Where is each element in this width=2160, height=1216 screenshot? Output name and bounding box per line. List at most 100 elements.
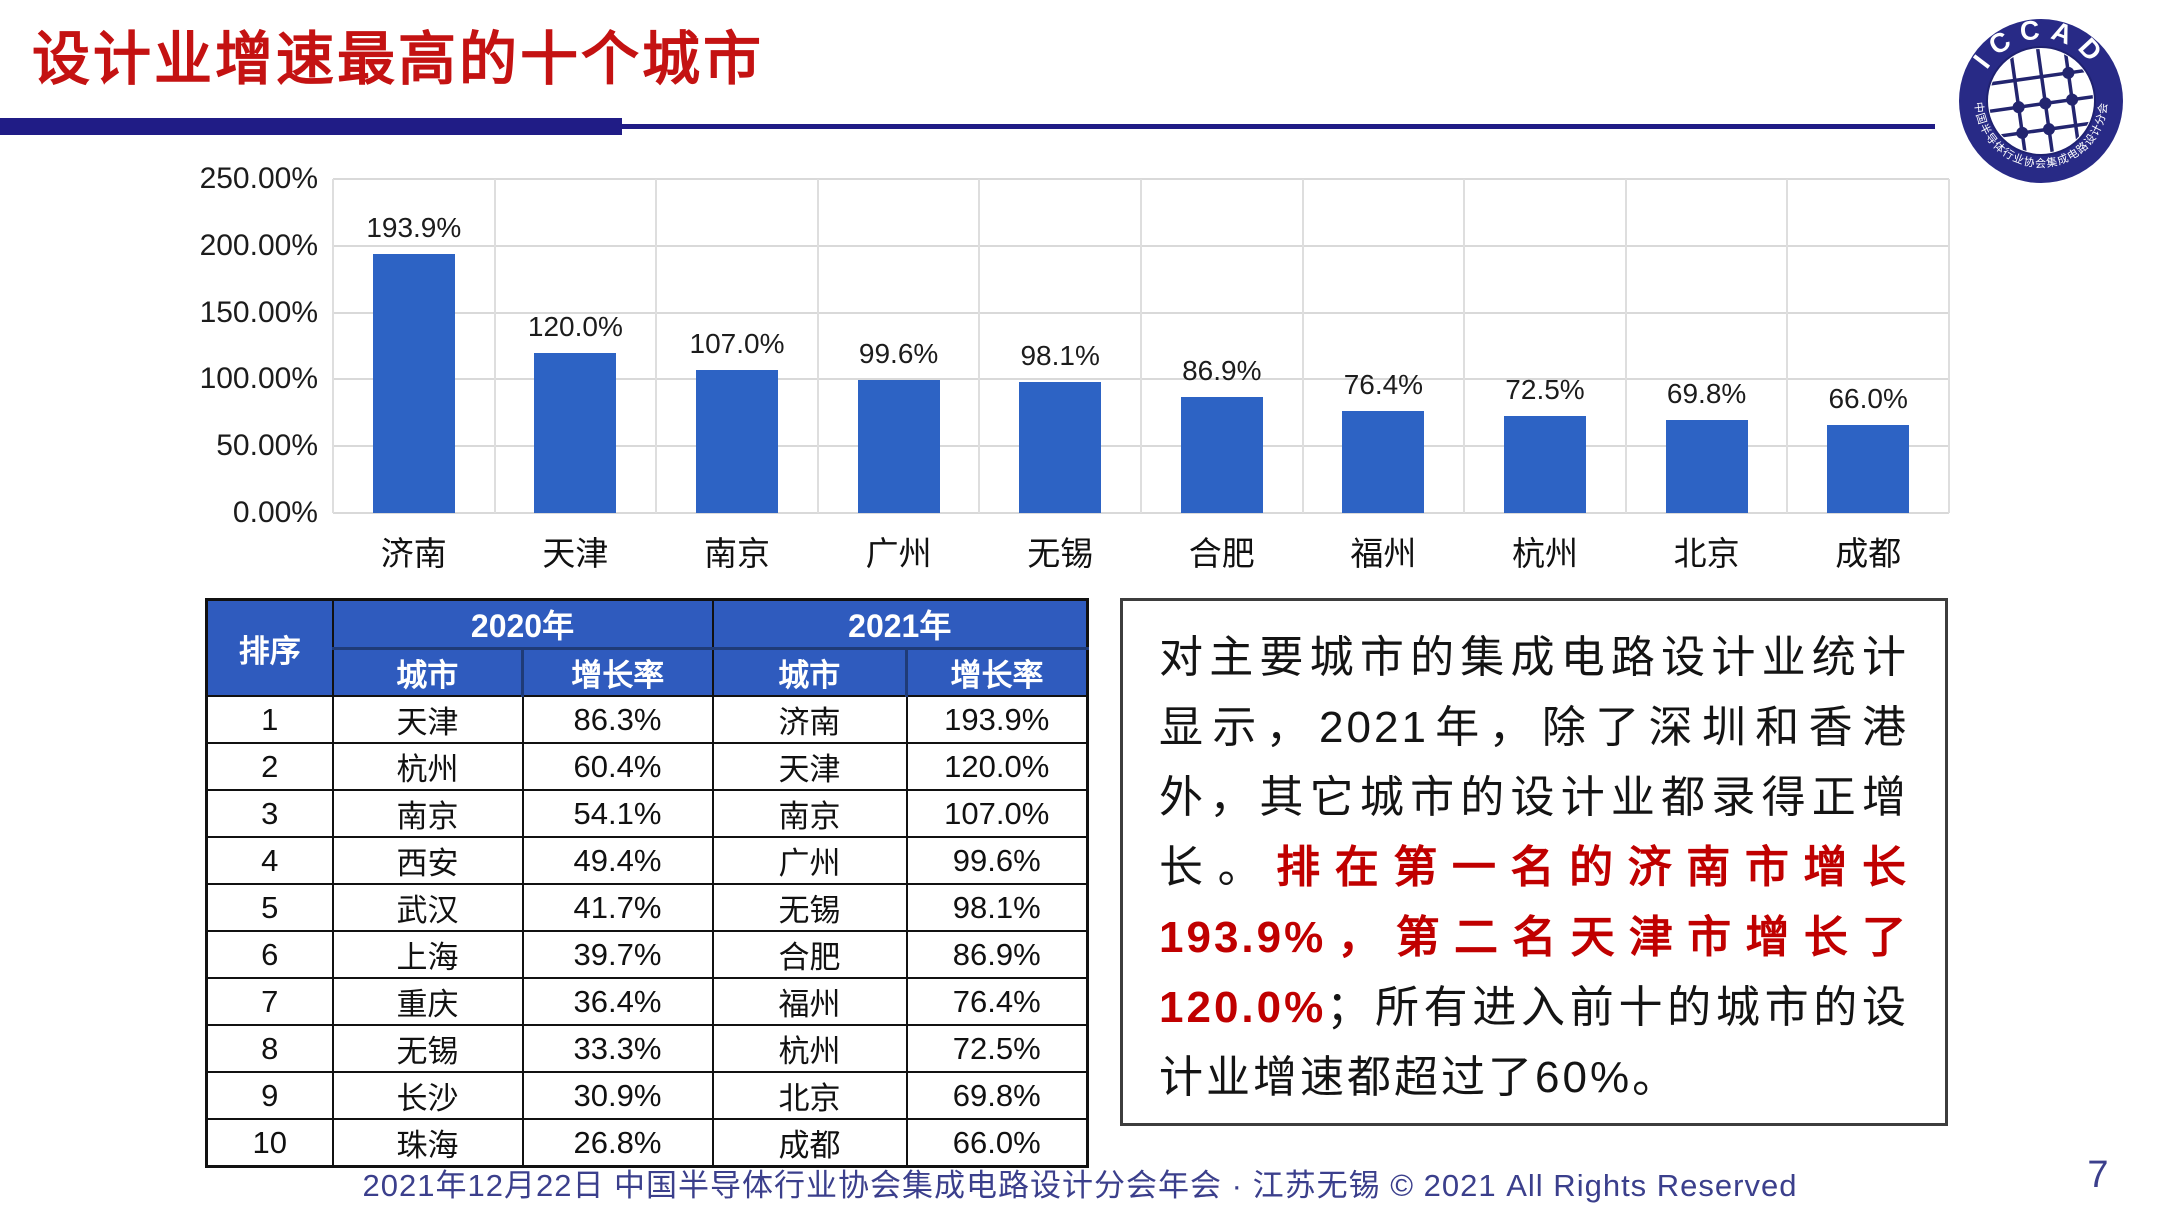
cell-rate-2020: 49.4% (521, 836, 714, 885)
cell-city-2020: 珠海 (331, 1118, 524, 1168)
chart-bar-成都 (1827, 425, 1910, 513)
cell-city-2021: 合肥 (711, 930, 908, 979)
cell-city-2021: 天津 (711, 742, 908, 791)
y-axis-tick-label: 200.00% (199, 228, 318, 262)
cell-rate-2020: 41.7% (521, 883, 714, 932)
y-axis-tick-label: 150.00% (199, 295, 318, 329)
bar-value-label: 120.0% (527, 311, 623, 342)
cell-rank: 10 (205, 1118, 334, 1168)
cell-city-2021: 广州 (711, 836, 908, 885)
cell-city-2020: 无锡 (331, 1024, 524, 1073)
cell-city-2021: 北京 (711, 1071, 908, 1120)
table-row: 3 南京 54.1% 南京 107.0% (205, 789, 1089, 838)
chart-bar-天津 (534, 353, 617, 513)
chart-bar-合肥 (1180, 397, 1263, 513)
chart-gridline-v (332, 179, 334, 513)
chart-bar-无锡 (1019, 382, 1102, 513)
cell-rank: 2 (205, 742, 334, 791)
chart-gridline-v (978, 179, 981, 513)
x-axis-category-label: 杭州 (1511, 535, 1578, 572)
table-subheader-city-2020: 城市 (331, 647, 524, 697)
cell-rate-2021: 76.4% (905, 977, 1089, 1026)
bar-value-label: 72.5% (1505, 374, 1585, 405)
cell-rank: 8 (205, 1024, 334, 1073)
cell-city-2021: 济南 (711, 695, 908, 744)
table-header-rank: 排序 (205, 598, 334, 697)
cell-rank: 4 (205, 836, 334, 885)
cell-city-2020: 重庆 (331, 977, 524, 1026)
cell-city-2020: 上海 (331, 930, 524, 979)
summary-text-highlight: 排在第一名的济南市增长193.9%，第二名天津市增长了120.0% (1159, 843, 1910, 1032)
growth-bar-chart: 250.00% 200.00% 150.00% 100.00% 50.00% 0.00% 1… (0, 0, 2160, 600)
cell-city-2020: 杭州 (331, 742, 524, 791)
table-header-2020: 2020年 (331, 598, 714, 650)
x-axis-category-label: 广州 (865, 535, 932, 572)
cell-city-2020: 长沙 (331, 1071, 524, 1120)
chart-gridline-h (333, 512, 1949, 514)
cell-rank: 7 (205, 977, 334, 1026)
cell-rate-2020: 26.8% (521, 1118, 714, 1168)
x-axis-category-label: 济南 (380, 535, 447, 572)
chart-gridline-v (1786, 179, 1789, 513)
summary-textbox: 对主要城市的集成电路设计业统计显示，2021年，除了深圳和香港外，其它城市的设计… (1120, 598, 1948, 1126)
table-row: 1 天津 86.3% 济南 193.9% (205, 695, 1089, 744)
x-axis-category-label: 福州 (1350, 535, 1417, 572)
title-underline-thick (0, 118, 622, 135)
cell-city-2021: 南京 (711, 789, 908, 838)
cell-rate-2020: 33.3% (521, 1024, 714, 1073)
chart-bar-广州 (857, 380, 940, 513)
chart-gridline-v (1140, 179, 1142, 513)
table-row: 9 长沙 30.9% 北京 69.8% (205, 1071, 1089, 1120)
table-row: 10 珠海 26.8% 成都 66.0% (205, 1118, 1089, 1168)
cell-rank: 6 (205, 930, 334, 979)
chart-gridline-v (816, 179, 819, 513)
table-header-2021: 2021年 (711, 598, 1089, 650)
table-subheader-city-2021: 城市 (711, 647, 908, 697)
x-axis-category-label: 无锡 (1027, 535, 1094, 572)
bar-value-label: 66.0% (1828, 383, 1908, 414)
table-row: 6 上海 39.7% 合肥 86.9% (205, 930, 1089, 979)
table-row: 7 重庆 36.4% 福州 76.4% (205, 977, 1089, 1026)
table-row: 4 西安 49.4% 广州 99.6% (205, 836, 1089, 885)
bar-value-label: 107.0% (689, 328, 785, 359)
bar-value-label: 99.6% (858, 338, 939, 369)
table-row: 8 无锡 33.3% 杭州 72.5% (205, 1024, 1089, 1073)
x-axis-category-label: 北京 (1673, 535, 1740, 572)
table-row: 5 武汉 41.7% 无锡 98.1% (205, 883, 1089, 932)
cell-rank: 1 (205, 695, 334, 744)
summary-text-intro: 对主要城市的集成电路设计业统计显示，2021年，除了深圳和香港外，其它城市的设计… (1159, 633, 1909, 892)
cell-city-2020: 西安 (331, 836, 524, 885)
cell-rate-2021: 72.5% (905, 1024, 1089, 1073)
cell-rate-2021: 193.9% (905, 695, 1089, 744)
cell-rate-2021: 107.0% (905, 789, 1089, 838)
x-axis-category-label: 合肥 (1188, 535, 1255, 572)
chart-bar-济南 (372, 254, 455, 513)
bar-value-label: 76.4% (1343, 369, 1424, 400)
iccad-logo: ICCAD 中国半导体行业协会集成电路设计分会 (1959, 16, 2123, 183)
footer-text: 2021年12月22日 中国半导体行业协会集成电路设计分会年会 · 江苏无锡 ©… (362, 1168, 1798, 1203)
cell-rate-2020: 86.3% (521, 695, 714, 744)
cell-rate-2021: 120.0% (905, 742, 1089, 791)
cell-rank: 5 (205, 883, 334, 932)
chart-bar-南京 (696, 370, 778, 513)
cell-rate-2021: 98.1% (905, 883, 1089, 932)
chart-bar-福州 (1342, 411, 1425, 513)
cell-rate-2020: 39.7% (521, 930, 714, 979)
chart-gridline-v (1624, 179, 1627, 513)
y-axis-tick-label: 50.00% (216, 429, 318, 463)
chart-gridline-v (1948, 179, 1950, 513)
cell-city-2021: 无锡 (711, 883, 908, 932)
table-row: 2 杭州 60.4% 天津 120.0% (205, 742, 1089, 791)
chart-bar-杭州 (1504, 416, 1586, 513)
cell-rank: 3 (205, 789, 334, 838)
x-axis-category-label: 南京 (703, 535, 770, 572)
bar-value-label: 98.1% (1020, 340, 1100, 371)
ranking-table: 排序 2020年 2021年 城市 增长率 城市 增长率 1 天津 86.3% 济南 1… (205, 598, 1089, 1168)
y-axis-tick-label: 0.00% (232, 496, 318, 529)
logo-circuit-grid (1982, 42, 2100, 159)
x-axis-category-label: 成都 (1835, 535, 1902, 572)
page-title: 设计业增速最高的十个城市 (32, 27, 765, 92)
bar-value-label: 86.9% (1182, 355, 1262, 386)
cell-rate-2021: 69.8% (905, 1071, 1089, 1120)
